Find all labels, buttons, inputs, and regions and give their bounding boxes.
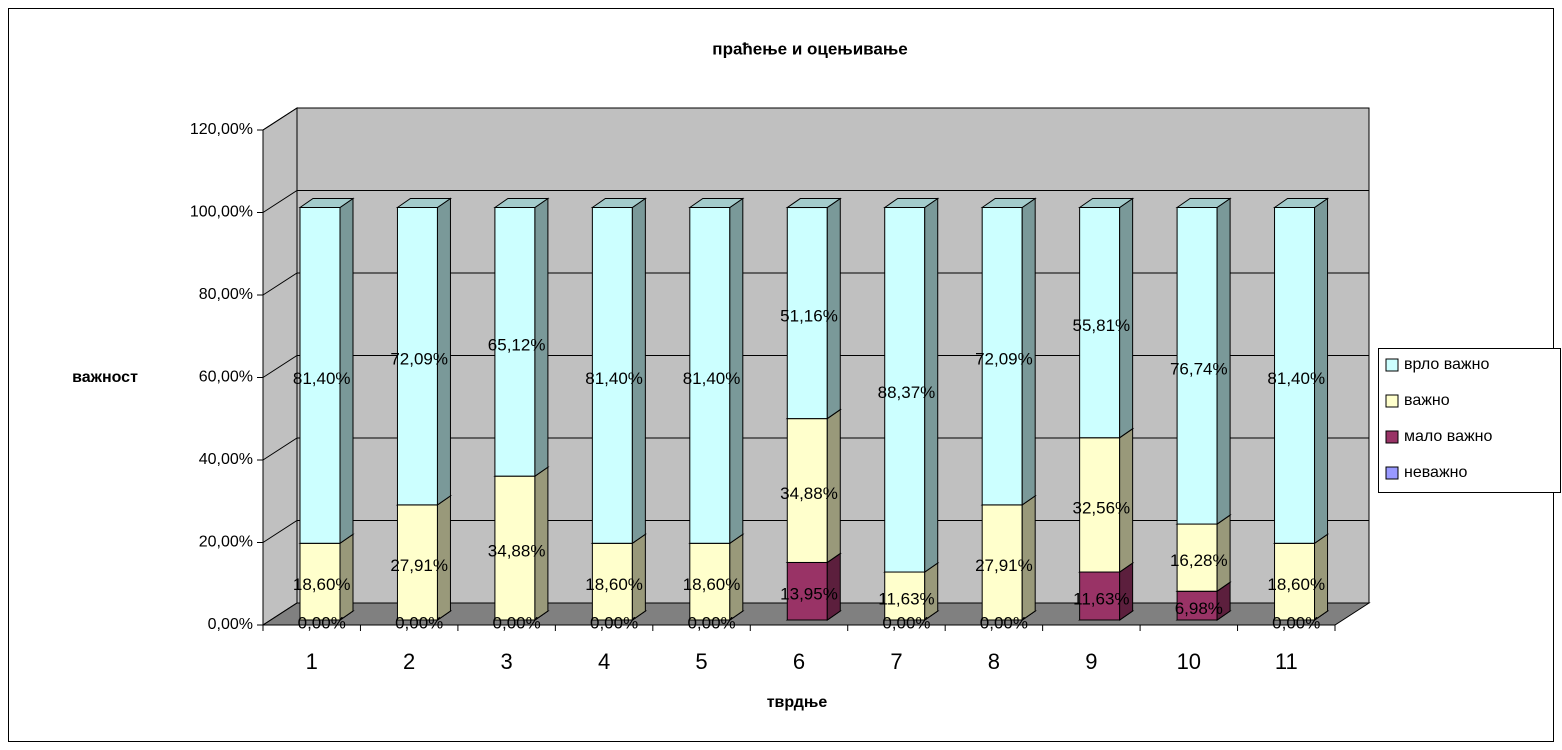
bar-segment [981,504,1023,621]
legend-label: мало важно [1404,428,1493,445]
data-label: 11,63% [878,589,934,608]
data-label: 81,40% [293,369,351,388]
data-label: 27,91% [390,556,448,575]
data-label: 76,74% [1170,359,1228,378]
data-label: 32,56% [1073,498,1131,517]
y-tick-label: 80,00% [199,286,253,303]
bar-top [1272,198,1330,208]
bar-segment [786,207,828,420]
data-label: 81,40% [683,369,741,388]
bar-top [688,198,745,208]
y-tick-label: 0,00% [208,616,253,633]
x-tick-label: 4 [598,649,610,674]
data-label: 0,00% [980,613,1028,632]
y-tick-label: 120,00% [190,121,253,138]
data-label: 72,09% [975,350,1033,369]
data-label: 0,00% [882,613,930,632]
bar-segment [396,504,438,621]
legend-swatch [1385,466,1399,480]
bar-segment [299,207,341,544]
data-label: 72,09% [390,350,448,369]
x-tick-label: 6 [793,649,805,674]
legend-swatch [1385,430,1399,444]
bar-top [298,198,355,208]
grid-line [262,190,1369,213]
bar-segment [884,571,926,621]
data-label: 6,98% [1175,599,1223,618]
data-label: 0,00% [298,613,346,632]
data-label: 0,00% [590,613,638,632]
bar-top [395,198,453,208]
y-tick-label: 20,00% [199,534,253,551]
data-label: 0,00% [395,613,443,632]
bar-segment [1079,437,1121,573]
data-label: 34,88% [488,542,546,561]
grid-line [262,107,1369,131]
data-label: 18,60% [1267,575,1325,594]
bar-top [785,198,842,209]
bar-segment [689,207,731,544]
data-label: 13,95% [780,585,838,604]
x-tick-label: 5 [695,649,707,674]
data-label: 88,37% [878,383,936,402]
data-label: 18,60% [293,575,351,594]
bar-top [1078,198,1135,208]
y-tick-label: 60,00% [199,369,253,386]
x-tick-label: 11 [1275,649,1298,674]
x-tick-label: 1 [306,649,318,674]
data-label: 55,81% [1073,316,1131,335]
bar-top [590,198,647,208]
x-tick-label: 10 [1177,649,1201,674]
bar-segment [1274,542,1316,621]
bar-top [883,198,940,208]
bar-segment [299,542,341,621]
legend-swatch [1385,394,1399,408]
y-tick-label: 40,00% [199,451,253,468]
data-label: 16,28% [1170,551,1228,570]
data-label: 81,40% [585,369,643,388]
y-tick-label: 100,00% [190,204,253,221]
data-label: 0,00% [687,613,735,632]
data-label: 18,60% [683,575,741,594]
bar-segment [494,207,536,477]
data-label: 0,00% [493,613,541,632]
data-label: 65,12% [488,335,546,354]
legend-label: врло важно [1404,356,1489,373]
data-label: 27,91% [975,556,1033,575]
bar-segment [786,561,828,621]
legend-label: важно [1404,392,1450,409]
x-tick-label: 8 [988,649,1000,674]
bar-top [980,198,1037,208]
chart-title: праћење и оцењивање [712,39,907,58]
x-tick-label: 2 [403,649,415,674]
x-axis-label: тврдње [767,694,828,711]
legend-box [1378,348,1561,493]
x-tick-label: 9 [1085,649,1097,674]
data-label: 34,88% [780,484,838,503]
legend-swatch [1385,358,1399,372]
data-label: 18,60% [585,575,643,594]
y-axis-label: важност [72,369,138,386]
bar-top [493,198,550,208]
data-label: 0,00% [1272,613,1320,632]
bar-segment [1079,207,1121,439]
bar-top [1175,198,1232,208]
data-label: 81,40% [1267,369,1325,388]
legend-label: неважно [1404,464,1467,481]
x-tick-label: 7 [890,649,902,674]
data-label: 51,16% [780,307,838,326]
data-label: 11,63% [1073,589,1129,608]
x-tick-label: 3 [501,649,513,674]
